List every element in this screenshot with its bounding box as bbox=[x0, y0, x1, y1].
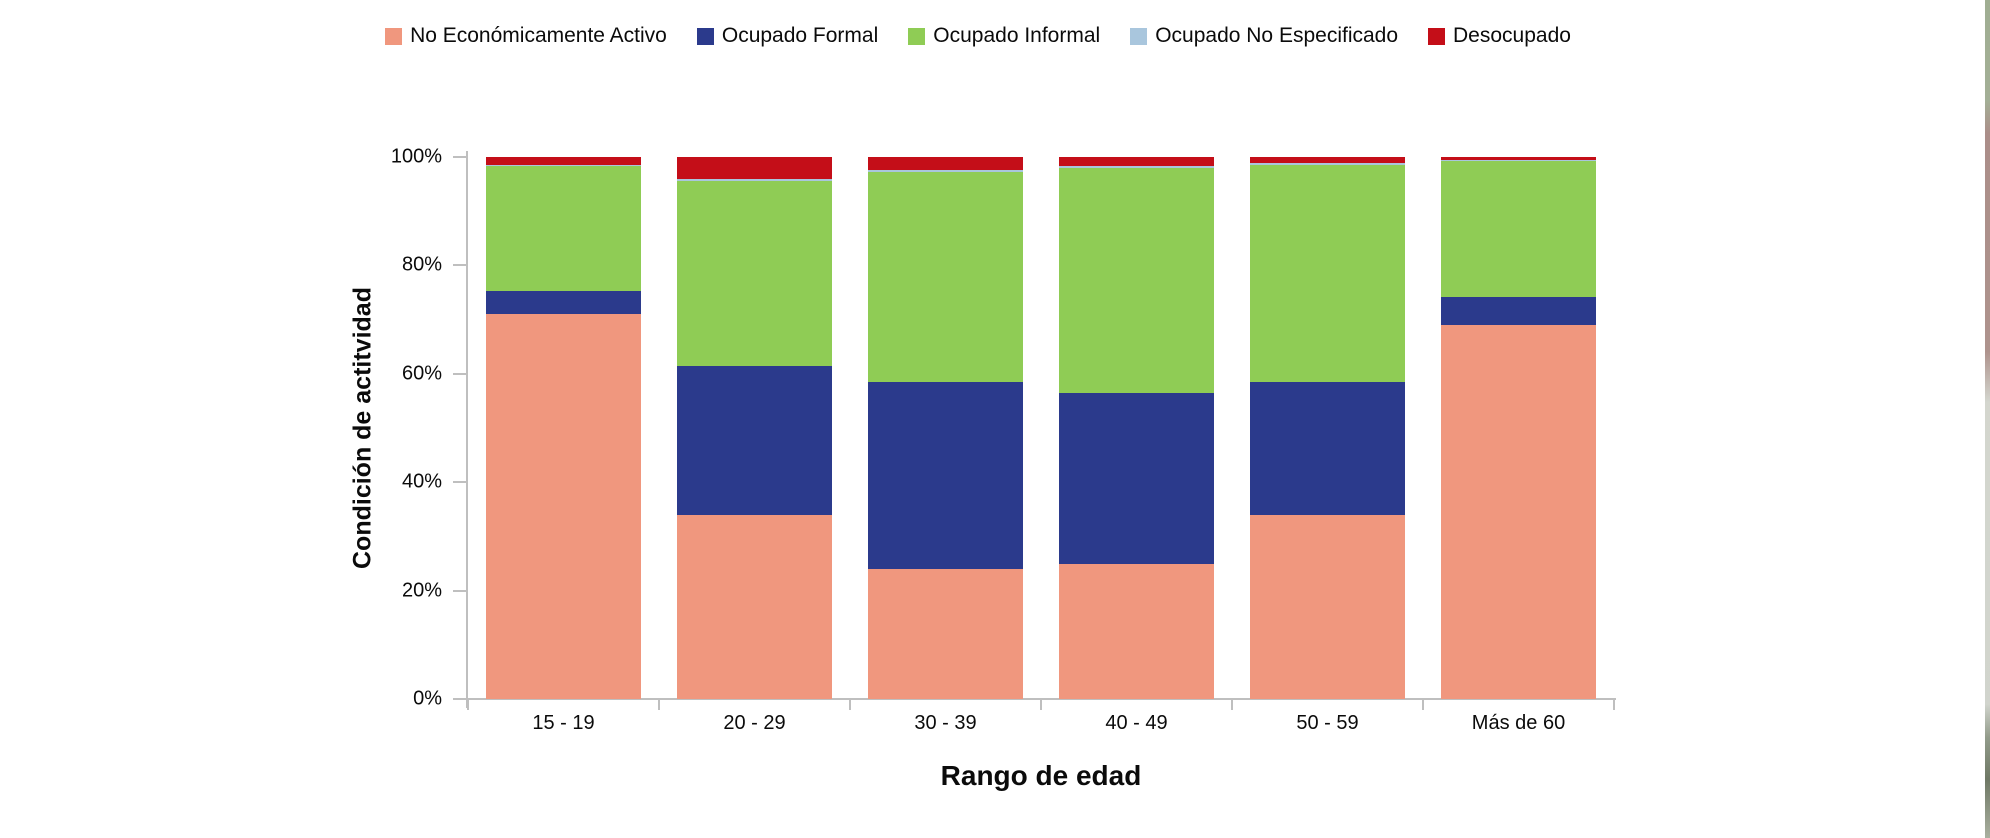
stacked-bar-50-59 bbox=[1250, 157, 1405, 699]
legend-swatch-icon bbox=[385, 27, 403, 45]
bar-segment bbox=[486, 157, 641, 166]
legend-label: Ocupado Informal bbox=[933, 24, 1101, 47]
bar-segment bbox=[868, 381, 1023, 569]
legend-swatch-icon bbox=[696, 27, 714, 45]
legend-label: Ocupado No Especificado bbox=[1155, 24, 1399, 47]
bar-segment bbox=[868, 568, 1023, 699]
bar-segment bbox=[1059, 166, 1214, 169]
legend-label: No Económicamente Activo bbox=[410, 24, 667, 47]
y-tick bbox=[453, 698, 466, 700]
legend-label: Ocupado Formal bbox=[721, 24, 879, 47]
page-edge-artifact bbox=[1985, 0, 1990, 838]
x-tick-label: Más de 60 bbox=[1471, 712, 1566, 734]
legend-swatch-icon bbox=[1130, 27, 1148, 45]
legend-label: Desocupado bbox=[1453, 24, 1571, 47]
x-tick bbox=[1040, 700, 1042, 710]
bar-segment bbox=[677, 514, 832, 699]
bar-segment bbox=[1441, 157, 1596, 161]
x-tick-label: 30 - 39 bbox=[914, 712, 977, 734]
x-tick bbox=[658, 700, 660, 710]
bar-segment bbox=[1250, 165, 1405, 382]
bar-segment bbox=[1441, 160, 1596, 297]
stacked-bar-40-49 bbox=[1059, 157, 1214, 699]
bar-segment bbox=[1250, 157, 1405, 163]
bar-segment bbox=[1250, 381, 1405, 515]
x-tick-label: 50 - 59 bbox=[1296, 712, 1359, 734]
bar-segment bbox=[1059, 157, 1214, 167]
y-tick-label: 40% bbox=[401, 470, 442, 493]
legend-item-4: Desocupado bbox=[1428, 24, 1571, 48]
bar-segment bbox=[677, 178, 832, 182]
bar-segment bbox=[1059, 392, 1214, 564]
x-tick-label: 40 - 49 bbox=[1105, 712, 1168, 734]
bar-segment bbox=[677, 181, 832, 366]
bar-segment bbox=[677, 365, 832, 515]
stacked-bar-15-19 bbox=[486, 157, 641, 699]
bar-segment bbox=[486, 165, 641, 167]
x-tick-label: 15 - 19 bbox=[532, 712, 595, 734]
legend-swatch-icon bbox=[1428, 27, 1446, 45]
legend-item-0: No Económicamente Activo bbox=[385, 24, 667, 48]
y-tick-label: 80% bbox=[401, 253, 442, 276]
bar-segment bbox=[1441, 325, 1596, 699]
y-tick bbox=[453, 372, 466, 375]
bar-segment bbox=[868, 169, 1023, 172]
x-tick bbox=[849, 700, 851, 710]
y-tick-label: 60% bbox=[401, 362, 442, 385]
legend-swatch-icon bbox=[908, 27, 926, 45]
y-axis-line bbox=[466, 151, 468, 708]
y-tick-label: 0% bbox=[413, 687, 442, 710]
bar-segment bbox=[868, 157, 1023, 170]
x-axis-line bbox=[454, 698, 1616, 700]
bar-segment bbox=[1059, 168, 1214, 393]
y-tick bbox=[453, 589, 466, 592]
bar-segment bbox=[1250, 163, 1405, 166]
x-tick bbox=[1422, 700, 1424, 710]
bar-segment bbox=[1059, 563, 1214, 699]
x-tick bbox=[467, 700, 469, 710]
y-tick-label: 20% bbox=[401, 579, 442, 602]
plot-area bbox=[468, 157, 1614, 699]
bar-segment bbox=[486, 314, 641, 699]
bar-segment bbox=[1250, 514, 1405, 699]
y-tick bbox=[453, 156, 466, 158]
legend-item-3: Ocupado No Especificado bbox=[1130, 24, 1398, 48]
bar-segment bbox=[1441, 160, 1596, 161]
stacked-bar-20-29 bbox=[677, 157, 832, 699]
bar-segment bbox=[677, 157, 832, 179]
bar-segment bbox=[868, 171, 1023, 382]
y-tick bbox=[453, 264, 466, 267]
stacked-bar-30-39 bbox=[868, 157, 1023, 699]
chart-legend: No Económicamente Activo Ocupado Formal Oc… bbox=[0, 24, 1956, 48]
x-tick-label: 20 - 29 bbox=[723, 712, 786, 734]
legend-item-2: Ocupado Informal bbox=[908, 24, 1100, 48]
x-axis-title: Rango de edad bbox=[940, 760, 1142, 791]
x-tick bbox=[1231, 700, 1233, 710]
bar-segment bbox=[486, 290, 641, 315]
legend-item-1: Ocupado Formal bbox=[696, 24, 879, 48]
y-tick-label: 100% bbox=[390, 145, 442, 168]
y-axis-title: Condición de actitvidad bbox=[348, 287, 377, 569]
bar-segment bbox=[486, 166, 641, 291]
bar-segment bbox=[1441, 296, 1596, 326]
stacked-bar-Másde60 bbox=[1441, 157, 1596, 699]
x-tick bbox=[1613, 700, 1615, 710]
y-tick bbox=[453, 481, 466, 484]
